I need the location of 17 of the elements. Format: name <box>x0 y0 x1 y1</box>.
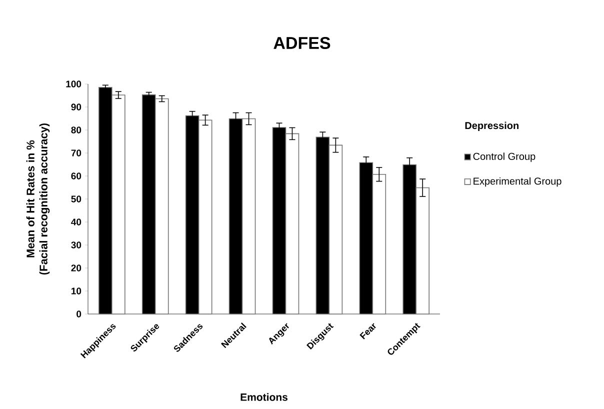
y-axis-title: Mean of Hit Rates in % (Facial recognition accuracy) <box>26 123 50 275</box>
y-tick-label: 90 <box>71 104 82 110</box>
legend-title: Depression <box>465 122 518 132</box>
y-tick-label: 80 <box>71 126 82 134</box>
y-tick-label: 60 <box>71 172 82 180</box>
y-tick-label: 30 <box>71 242 82 248</box>
y-tick-label: 70 <box>71 150 82 156</box>
legend-label: Experimental Group <box>474 177 562 187</box>
y-tick-label: 20 <box>71 264 82 272</box>
y-tick-label: 40 <box>71 218 82 226</box>
y-tick-label: 100 <box>66 80 82 88</box>
y-tick-label: 50 <box>71 196 82 202</box>
y-tick-label: 10 <box>71 288 82 294</box>
x-axis-title: Emotions <box>240 393 288 401</box>
y-tick-label: 0 <box>76 310 82 318</box>
chart-title: ADFES <box>274 36 330 50</box>
legend-label: Control Group <box>473 152 536 162</box>
